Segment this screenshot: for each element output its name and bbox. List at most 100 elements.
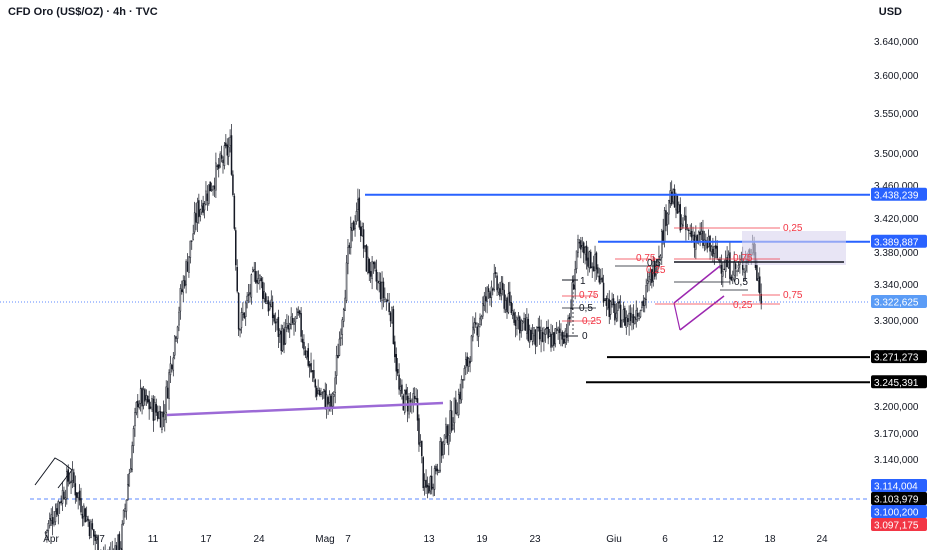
- bullish-candle: [577, 239, 579, 253]
- bullish-candle: [83, 505, 85, 517]
- bullish-candle: [666, 213, 669, 225]
- bullish-candle: [367, 256, 369, 273]
- bearish-candle: [327, 397, 329, 405]
- y-tick-label: 3.380,000: [874, 248, 919, 259]
- bearish-candle: [198, 200, 200, 218]
- bullish-candle: [555, 329, 558, 331]
- fib3-label-025: 0,25: [783, 223, 803, 234]
- bullish-candle: [497, 287, 500, 293]
- bullish-candle: [635, 310, 637, 320]
- bearish-candle: [519, 316, 521, 334]
- bullish-candle: [668, 200, 670, 215]
- bullish-candle: [345, 262, 348, 301]
- bullish-candle: [432, 486, 434, 489]
- currency-label: USD: [878, 6, 902, 18]
- bearish-candle: [166, 387, 169, 399]
- bearish-candle: [233, 195, 236, 229]
- bullish-candle: [117, 534, 119, 550]
- bullish-candle: [192, 233, 194, 240]
- bullish-candle: [164, 413, 166, 421]
- bullish-candle: [445, 423, 447, 438]
- price-flag-support-upper: 3.271,273: [874, 353, 919, 364]
- bearish-candle: [541, 332, 544, 342]
- bearish-candle: [395, 354, 397, 372]
- price-flag-last: 3.322,625: [874, 298, 919, 309]
- bearish-candle: [702, 230, 704, 246]
- bearish-candle: [537, 326, 539, 329]
- bullish-candle: [574, 268, 576, 290]
- bullish-candle: [736, 270, 738, 272]
- bullish-candle: [125, 499, 128, 512]
- fib1-label-075: 0,75: [579, 290, 599, 301]
- bearish-candle: [469, 360, 471, 364]
- x-tick-label: 12: [712, 534, 724, 545]
- y-tick-label: 3.600,000: [874, 71, 919, 82]
- bullish-candle: [50, 514, 52, 521]
- bullish-candle: [479, 317, 481, 326]
- bearish-candle: [398, 374, 400, 390]
- bullish-candle: [439, 441, 442, 471]
- bearish-candle: [337, 355, 339, 359]
- bearish-candle: [459, 391, 461, 399]
- bearish-candle: [418, 418, 420, 445]
- bullish-candle: [457, 394, 460, 416]
- bearish-candle: [670, 191, 673, 205]
- bearish-candle: [159, 411, 162, 428]
- bearish-candle: [297, 311, 300, 313]
- bullish-candle: [335, 355, 338, 376]
- bullish-candle: [521, 321, 524, 324]
- x-tick-label: Mag: [315, 534, 334, 545]
- bullish-candle: [724, 259, 727, 272]
- bearish-candle: [716, 245, 718, 259]
- bearish-candle: [293, 323, 295, 325]
- bullish-candle: [169, 363, 172, 376]
- bearish-candle: [604, 299, 606, 301]
- bullish-candle: [342, 309, 345, 322]
- bullish-candle: [338, 338, 341, 356]
- bearish-candle: [260, 278, 263, 282]
- bearish-candle: [368, 258, 371, 274]
- bullish-candle: [178, 311, 180, 326]
- bullish-candle: [257, 278, 260, 284]
- bullish-candle: [710, 246, 713, 253]
- bearish-candle: [137, 400, 139, 408]
- bearish-candle: [213, 185, 216, 190]
- x-tick-label: 18: [764, 534, 776, 545]
- bearish-candle: [494, 272, 497, 274]
- bullish-candle: [44, 532, 47, 534]
- bearish-candle: [310, 363, 312, 373]
- bearish-candle: [379, 281, 382, 300]
- bullish-candle: [199, 209, 202, 217]
- bearish-candle: [304, 350, 307, 356]
- bullish-candle: [378, 280, 380, 284]
- bearish-candle: [155, 404, 158, 413]
- bullish-candle: [607, 298, 609, 309]
- bearish-candle: [401, 384, 403, 394]
- bullish-candle: [53, 521, 55, 525]
- bullish-candle: [682, 217, 684, 226]
- bearish-candle: [80, 498, 82, 513]
- bearish-candle: [636, 312, 639, 317]
- bullish-candle: [351, 222, 353, 231]
- bullish-candle: [646, 280, 649, 284]
- y-tick-label: 3.340,000: [874, 280, 919, 291]
- bearish-candle: [602, 282, 605, 303]
- bearish-candle: [590, 251, 592, 269]
- bullish-candle: [641, 302, 643, 308]
- bearish-candle: [499, 288, 501, 297]
- bullish-candle: [229, 136, 231, 146]
- bullish-candle: [575, 250, 578, 270]
- bullish-candle: [168, 372, 170, 399]
- bearish-candle: [273, 315, 275, 322]
- bearish-candle: [330, 396, 332, 408]
- bullish-candle: [286, 323, 288, 328]
- bullish-candle: [511, 310, 514, 316]
- bearish-candle: [405, 389, 407, 395]
- bearish-candle: [476, 326, 478, 336]
- bullish-candle: [210, 189, 213, 191]
- bullish-candle: [438, 469, 440, 473]
- bearish-candle: [538, 326, 541, 340]
- bullish-candle: [609, 301, 612, 315]
- bearish-candle: [237, 292, 240, 330]
